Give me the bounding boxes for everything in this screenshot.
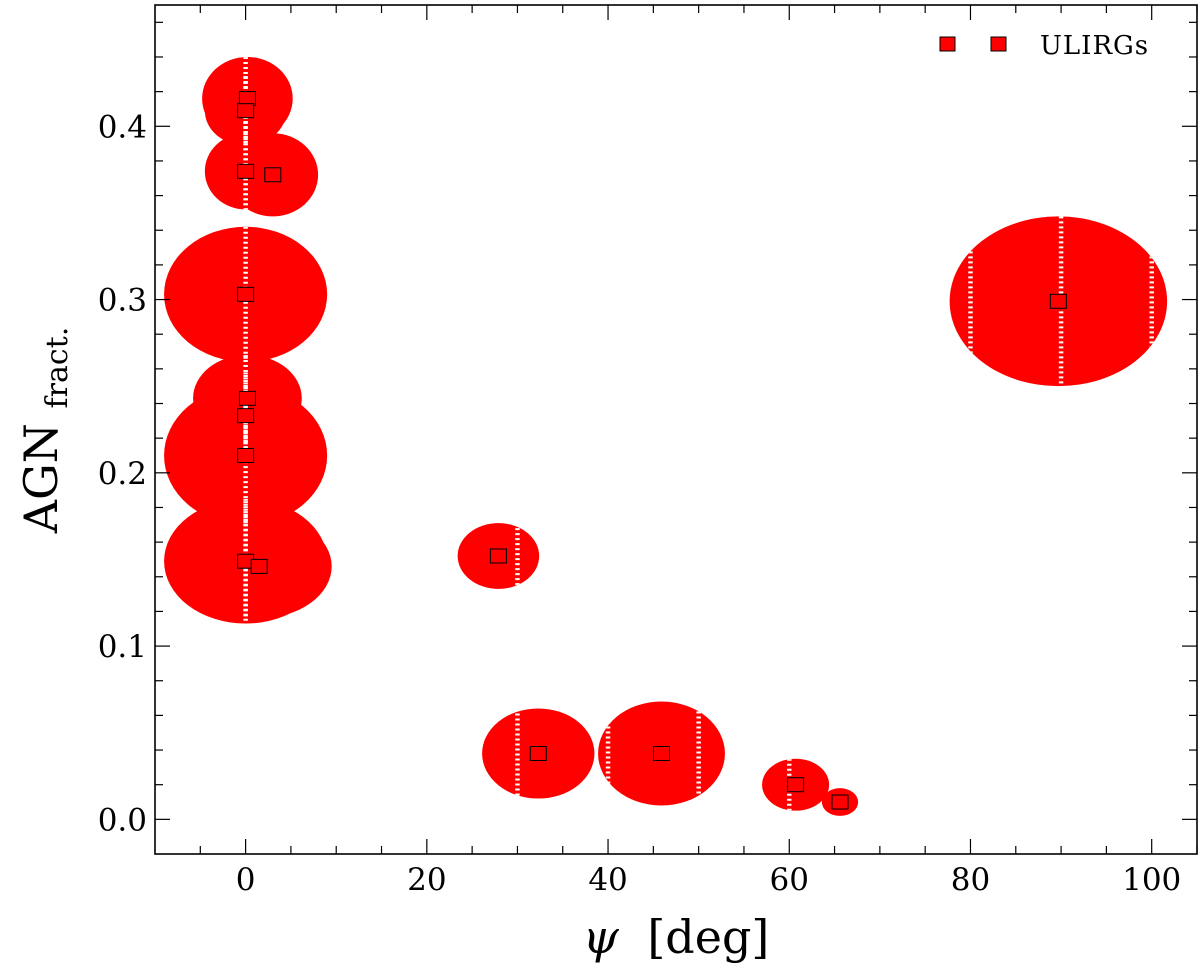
x-tick-label: 100 bbox=[1122, 862, 1181, 898]
y-axis-subscript: fract. bbox=[40, 327, 75, 409]
plot-frame bbox=[154, 4, 1198, 855]
x-axis-unit: [deg] bbox=[647, 910, 769, 964]
data-point bbox=[238, 390, 256, 406]
data-point bbox=[653, 746, 671, 762]
y-tick-label: 0.1 bbox=[98, 629, 147, 665]
y-axis-main: AGN bbox=[14, 423, 68, 534]
legend-label: ULIRGs bbox=[1040, 31, 1149, 61]
data-point bbox=[489, 548, 507, 564]
y-tick-labels: 0.0 0.1 0.2 0.3 0.4 bbox=[98, 109, 147, 838]
y-tick-label: 0.3 bbox=[98, 283, 147, 319]
data-point bbox=[1049, 293, 1067, 309]
data-point bbox=[831, 794, 849, 810]
y-tick-label: 0.2 bbox=[98, 456, 147, 492]
x-tick-label: 40 bbox=[588, 862, 627, 898]
data-point bbox=[237, 447, 255, 463]
y-axis-title: AGN fract. bbox=[14, 327, 75, 535]
x-tick-label: 60 bbox=[770, 862, 809, 898]
error-ellipses bbox=[164, 56, 1168, 816]
data-point bbox=[237, 286, 255, 302]
x-tick-label: 0 bbox=[236, 862, 256, 898]
legend-marker-2 bbox=[990, 36, 1007, 52]
data-point bbox=[237, 408, 255, 424]
data-point bbox=[237, 163, 255, 179]
x-tick-label: 80 bbox=[951, 862, 990, 898]
data-point bbox=[787, 777, 805, 793]
x-tick-label: 20 bbox=[407, 862, 446, 898]
y-tick-label: 0.0 bbox=[98, 802, 147, 838]
x-axis-symbol: ψ bbox=[583, 910, 620, 964]
y-tick-label: 0.4 bbox=[98, 109, 147, 145]
x-tick-labels: 0 20 40 60 80 100 bbox=[236, 862, 1182, 898]
legend-marker-1 bbox=[939, 36, 956, 52]
data-point bbox=[237, 103, 255, 119]
data-point bbox=[264, 167, 282, 183]
axis-ticks bbox=[155, 5, 1198, 854]
data-point bbox=[529, 746, 547, 762]
data-markers bbox=[237, 91, 1067, 810]
x-axis-title: ψ [deg] bbox=[583, 910, 770, 964]
data-point bbox=[250, 558, 268, 574]
legend: ULIRGs bbox=[939, 31, 1149, 61]
ellipse-hatch-marks bbox=[243, 56, 1154, 811]
